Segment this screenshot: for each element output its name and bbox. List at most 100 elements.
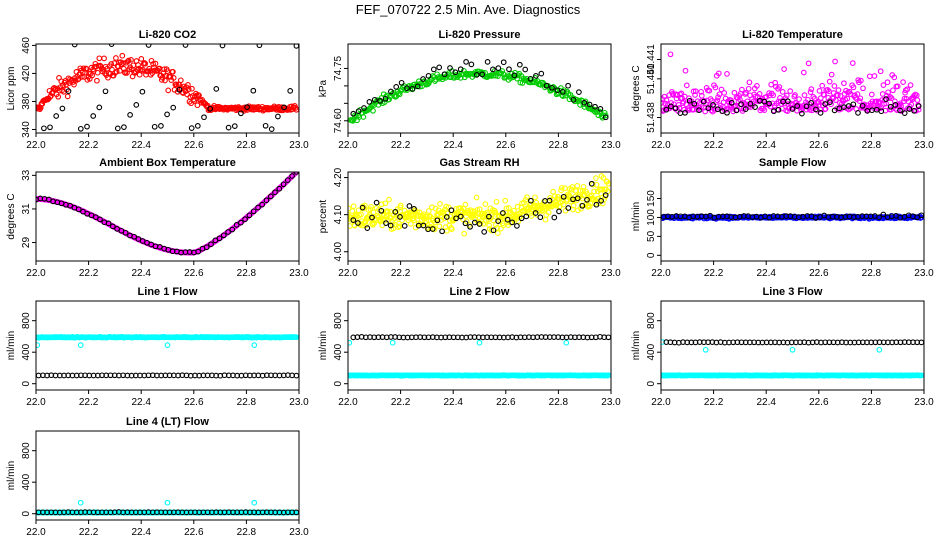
x-tick-label: 22.0 <box>338 397 358 408</box>
data-point <box>714 106 721 113</box>
data-point <box>388 88 394 95</box>
data-point <box>733 107 740 114</box>
data-point <box>292 172 299 177</box>
data-point <box>667 51 674 58</box>
data-point <box>661 339 666 345</box>
data-point <box>892 102 899 108</box>
panel-title: Li-820 CO2 <box>139 29 196 41</box>
data-point <box>486 213 492 220</box>
x-tick-label: 22.8 <box>237 527 257 538</box>
data-point <box>473 72 480 78</box>
x-tick-label: 22.8 <box>862 268 882 279</box>
data-point <box>900 79 906 85</box>
data-point <box>151 123 158 130</box>
x-tick-label: 22.0 <box>651 397 671 408</box>
data-point <box>775 106 782 113</box>
data-point <box>897 107 903 114</box>
x-tick-label: 22.2 <box>704 397 724 408</box>
data-point <box>242 216 248 223</box>
data-point <box>698 88 704 95</box>
data-point <box>84 123 90 130</box>
data-point <box>382 200 389 207</box>
data-point <box>760 105 766 112</box>
series-line-1-flow-fast <box>36 333 299 348</box>
data-point <box>844 95 851 102</box>
data-point <box>108 61 115 67</box>
data-point <box>516 61 523 68</box>
data-point <box>522 66 529 73</box>
series-line-3-flow-fast <box>661 339 924 379</box>
x-tick-label: 22.0 <box>338 140 358 151</box>
data-point <box>185 86 192 93</box>
series-line-4-lt-flow-2-5-min-ave <box>36 509 299 516</box>
y-tick-label: 0 <box>21 510 32 516</box>
x-tick-label: 23.0 <box>914 397 934 408</box>
x-tick-label: 22.8 <box>549 397 569 408</box>
x-tick-label: 22.0 <box>26 397 46 408</box>
data-point <box>560 201 567 208</box>
data-point <box>194 123 201 129</box>
data-point <box>367 206 374 213</box>
plot-area <box>661 211 924 222</box>
x-tick-label: 22.0 <box>651 140 671 151</box>
data-point <box>715 70 722 77</box>
data-point <box>524 194 530 201</box>
x-tick-label: 22.4 <box>131 527 151 538</box>
panel-li-820-temperature: Li-820 Temperature 22.0 22.2 22.4 22.6 22.8 23… <box>631 29 934 151</box>
data-point <box>502 197 509 204</box>
data-point <box>411 217 417 224</box>
plot-area <box>348 333 611 379</box>
data-point <box>102 88 109 95</box>
data-point <box>824 86 831 93</box>
data-point <box>789 106 796 112</box>
data-point <box>47 124 53 131</box>
data-point <box>800 69 807 76</box>
data-point <box>165 87 172 94</box>
data-point <box>370 209 377 216</box>
panels: Li-820 CO2 22.0 22.2 22.4 22.6 22.8 23.0 340 380… <box>6 29 934 538</box>
data-point <box>77 342 84 348</box>
data-point <box>876 214 882 221</box>
data-point <box>370 107 376 114</box>
data-point <box>849 60 856 66</box>
x-tick-label: 22.0 <box>26 140 46 151</box>
data-point <box>238 219 244 226</box>
x-tick-label: 22.4 <box>131 268 151 279</box>
data-point <box>350 110 357 117</box>
data-point <box>251 499 258 506</box>
data-point <box>813 106 819 113</box>
data-point <box>109 66 115 73</box>
figure-title: FEF_070722 2.5 Min. Ave. Diagnostics <box>356 2 581 17</box>
data-point <box>259 201 266 208</box>
x-tick-label: 22.4 <box>756 397 776 408</box>
data-point <box>281 104 287 111</box>
data-point <box>182 44 189 48</box>
y-tick-label: 0 <box>646 380 657 386</box>
data-point <box>121 124 127 130</box>
data-point <box>170 75 177 81</box>
y-axis-label: ml/min <box>631 331 642 360</box>
data-point <box>826 88 832 95</box>
y-tick-label: 460 <box>21 37 32 54</box>
data-point <box>189 85 195 92</box>
data-point <box>348 205 352 212</box>
data-point <box>384 209 391 215</box>
x-tick-label: 22.6 <box>809 268 829 279</box>
x-tick-label: 23.0 <box>289 268 309 279</box>
data-point <box>728 99 735 106</box>
panel-line-2-flow: Line 2 Flow 22.0 22.2 22.4 22.6 22.8 23.0 0 400 8… <box>318 286 621 408</box>
x-tick-label: 22.8 <box>237 397 257 408</box>
data-point <box>225 124 232 131</box>
data-point <box>907 82 914 88</box>
data-point <box>122 229 129 236</box>
data-point <box>371 96 378 103</box>
x-tick-label: 22.2 <box>79 268 99 279</box>
data-point <box>856 98 863 104</box>
y-tick-label: 800 <box>333 312 344 329</box>
series-line-3-flow-2-5-min-ave <box>663 339 924 346</box>
data-point <box>876 346 883 353</box>
data-point <box>518 215 525 222</box>
y-axis-label: degrees C <box>6 193 17 239</box>
data-point <box>378 207 385 214</box>
series-gas-stream-rh-2-5-min-ave <box>350 180 609 235</box>
